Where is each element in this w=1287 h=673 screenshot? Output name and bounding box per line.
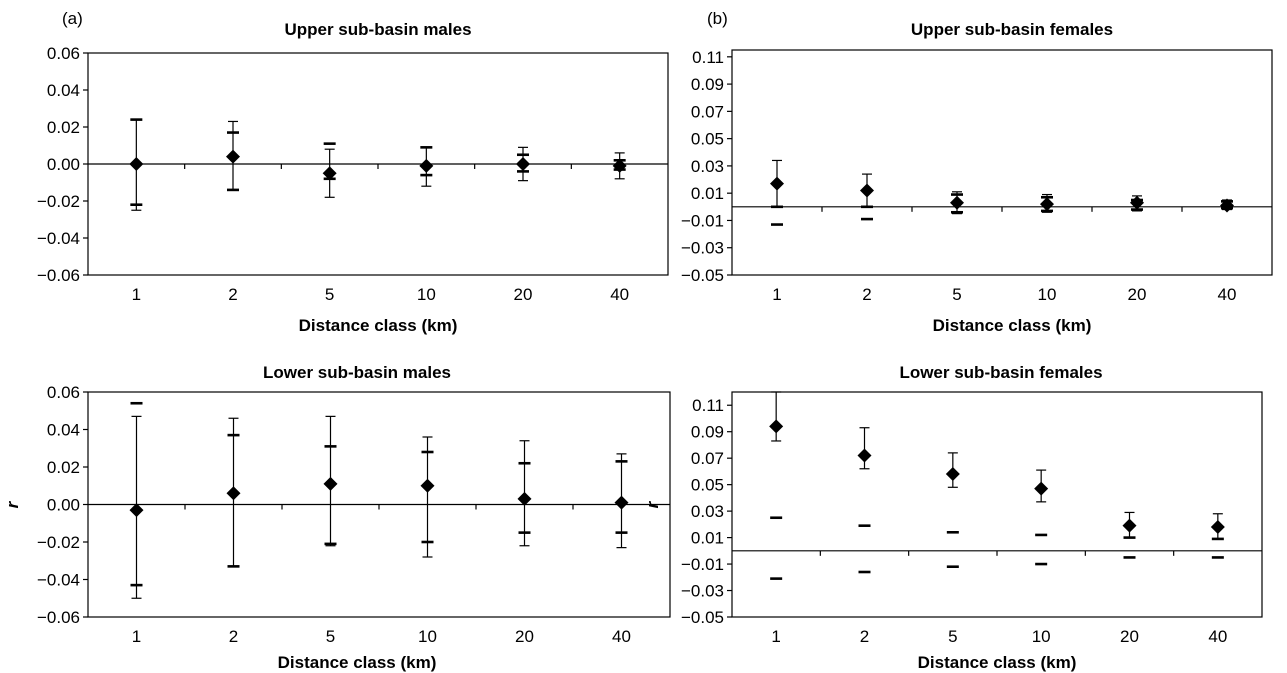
y-tick-label: 0.00 bbox=[47, 496, 80, 515]
y-tick-label: −0.01 bbox=[681, 211, 724, 230]
data-point bbox=[1040, 197, 1054, 212]
data-point bbox=[516, 157, 530, 171]
x-tick-label: 2 bbox=[228, 285, 237, 304]
x-tick-label: 10 bbox=[417, 285, 436, 304]
x-tick-label: 40 bbox=[1208, 627, 1227, 646]
chart-title: Lower sub-basin males bbox=[263, 363, 451, 382]
y-tick-label: 0.11 bbox=[692, 48, 724, 67]
chart-title: Lower sub-basin females bbox=[899, 363, 1102, 382]
x-tick-label: 40 bbox=[610, 285, 629, 304]
y-tick-label: 0.04 bbox=[47, 81, 80, 100]
data-point bbox=[129, 157, 144, 171]
x-tick-label: 5 bbox=[325, 285, 334, 304]
x-tick-label: 5 bbox=[948, 627, 957, 646]
data-point bbox=[517, 491, 532, 506]
data-point bbox=[226, 149, 240, 164]
y-tick-label: 0.11 bbox=[692, 396, 724, 415]
plot-frame bbox=[731, 391, 1263, 618]
chart-title: Upper sub-basin females bbox=[911, 20, 1113, 39]
x-axis-label: Distance class (km) bbox=[299, 316, 458, 335]
y-tick-label: −0.04 bbox=[37, 229, 80, 248]
y-tick-label: 0.01 bbox=[691, 184, 724, 203]
y-tick-label: −0.02 bbox=[37, 192, 80, 211]
data-point bbox=[950, 195, 964, 210]
y-tick-label: 0.00 bbox=[47, 155, 80, 174]
data-point bbox=[1122, 518, 1137, 533]
x-tick-label: 10 bbox=[1032, 627, 1051, 646]
panel-label: (b) bbox=[707, 9, 728, 28]
data-point bbox=[1220, 198, 1234, 213]
x-tick-label: 2 bbox=[860, 627, 869, 646]
y-tick-label: 0.05 bbox=[691, 476, 724, 495]
panel-lower-males: Lower sub-basin males Distance class (km… bbox=[3, 363, 671, 672]
panel-upper-females: (b) Upper sub-basin females Distance cla… bbox=[681, 9, 1273, 335]
panel-lower-females: Lower sub-basin females Distance class (… bbox=[643, 363, 1263, 672]
x-tick-label: 40 bbox=[1218, 285, 1237, 304]
y-tick-label: 0.02 bbox=[47, 458, 80, 477]
x-axis-label: Distance class (km) bbox=[918, 653, 1077, 672]
y-tick-label: 0.06 bbox=[47, 44, 80, 63]
panel-label: (a) bbox=[62, 9, 83, 28]
x-tick-label: 1 bbox=[132, 627, 141, 646]
data-point bbox=[769, 419, 784, 434]
x-tick-label: 10 bbox=[418, 627, 437, 646]
x-tick-label: 40 bbox=[612, 627, 631, 646]
y-axis-label: r bbox=[643, 500, 662, 508]
data-point bbox=[1210, 520, 1225, 534]
data-point bbox=[860, 183, 874, 198]
x-tick-label: 2 bbox=[862, 285, 871, 304]
x-tick-label: 1 bbox=[772, 285, 781, 304]
data-point bbox=[857, 448, 872, 463]
y-tick-label: 0.03 bbox=[691, 502, 724, 521]
data-point bbox=[614, 495, 629, 510]
y-axis-label: r bbox=[3, 500, 22, 508]
x-tick-label: 2 bbox=[229, 627, 238, 646]
y-tick-label: 0.07 bbox=[691, 102, 724, 121]
y-tick-label: −0.01 bbox=[681, 555, 724, 574]
data-point bbox=[129, 503, 144, 518]
x-tick-label: 1 bbox=[132, 285, 141, 304]
data-point bbox=[322, 166, 337, 181]
chart-title: Upper sub-basin males bbox=[284, 20, 471, 39]
data-point bbox=[945, 467, 960, 482]
panel-upper-males: (a) Upper sub-basin males Distance class… bbox=[37, 9, 669, 335]
y-tick-label: 0.09 bbox=[691, 423, 724, 442]
x-tick-label: 20 bbox=[515, 627, 534, 646]
y-tick-label: 0.07 bbox=[691, 449, 724, 468]
y-tick-label: 0.09 bbox=[691, 75, 724, 94]
y-tick-label: 0.06 bbox=[47, 383, 80, 402]
data-point bbox=[612, 158, 627, 173]
data-point bbox=[770, 176, 784, 191]
x-axis-label: Distance class (km) bbox=[278, 653, 437, 672]
y-tick-label: −0.03 bbox=[681, 582, 724, 601]
x-tick-label: 20 bbox=[514, 285, 533, 304]
y-tick-label: 0.05 bbox=[691, 130, 724, 149]
x-tick-label: 10 bbox=[1038, 285, 1057, 304]
y-tick-label: −0.03 bbox=[681, 239, 724, 258]
x-tick-label: 5 bbox=[952, 285, 961, 304]
x-tick-label: 1 bbox=[771, 627, 780, 646]
data-point bbox=[1130, 195, 1144, 210]
data-point bbox=[419, 158, 434, 173]
x-axis-label: Distance class (km) bbox=[933, 316, 1092, 335]
x-tick-label: 20 bbox=[1128, 285, 1147, 304]
plot-frame bbox=[731, 49, 1273, 276]
y-tick-label: 0.03 bbox=[691, 157, 724, 176]
data-point bbox=[226, 486, 241, 501]
x-tick-label: 20 bbox=[1120, 627, 1139, 646]
y-tick-label: 0.02 bbox=[47, 118, 80, 137]
data-point bbox=[420, 478, 435, 493]
y-tick-label: −0.04 bbox=[37, 571, 80, 590]
y-tick-label: −0.06 bbox=[37, 608, 80, 627]
data-point bbox=[1034, 481, 1049, 496]
x-tick-label: 5 bbox=[326, 627, 335, 646]
y-tick-label: −0.05 bbox=[681, 608, 724, 627]
y-tick-label: 0.04 bbox=[47, 421, 80, 440]
y-tick-label: −0.05 bbox=[681, 266, 724, 285]
y-tick-label: 0.01 bbox=[691, 529, 724, 548]
y-tick-label: −0.02 bbox=[37, 533, 80, 552]
y-tick-label: −0.06 bbox=[37, 266, 80, 285]
data-point bbox=[323, 476, 338, 491]
